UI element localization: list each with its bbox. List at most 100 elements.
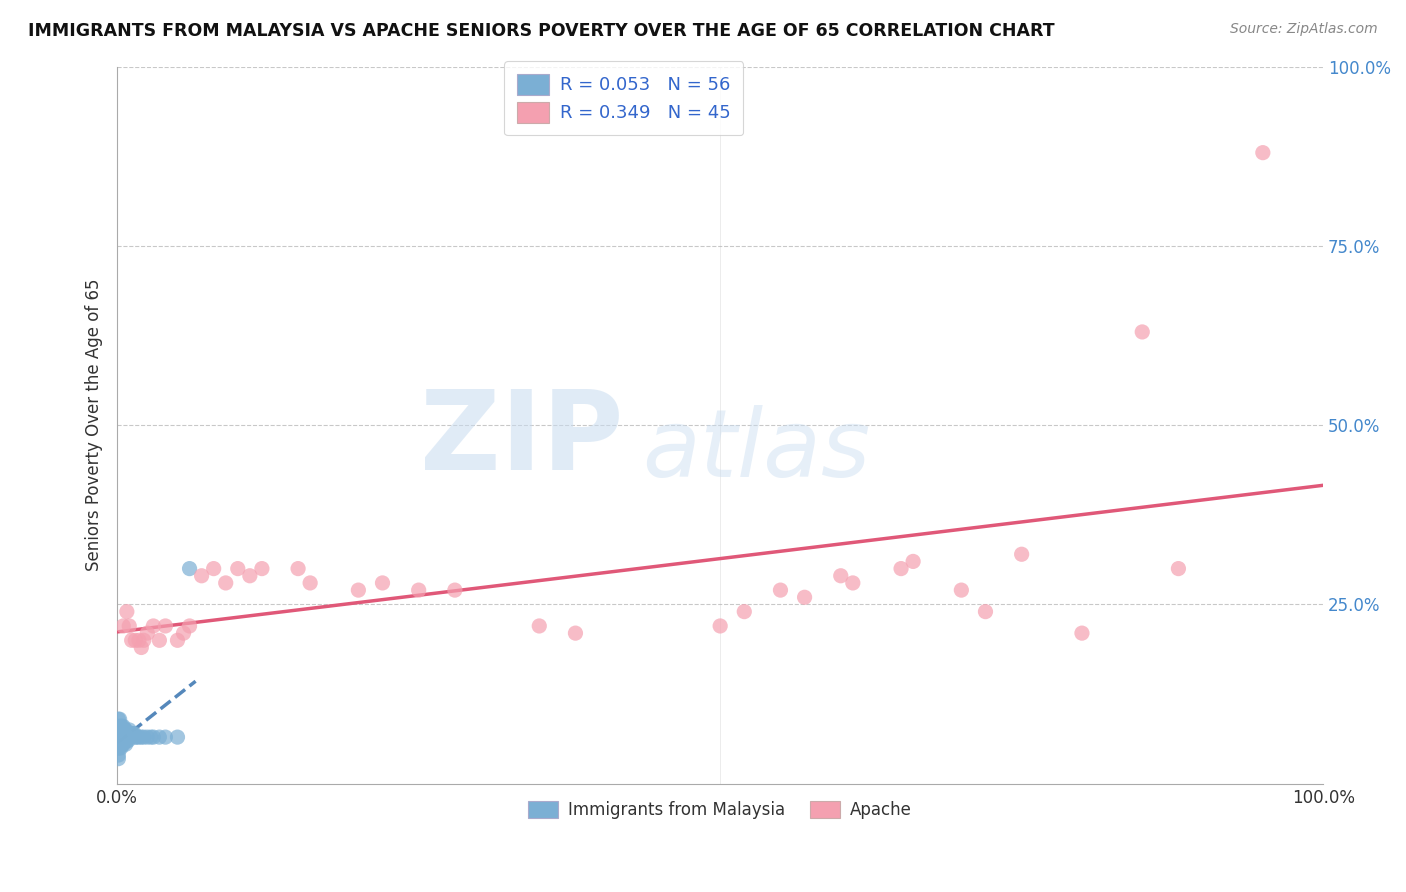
Point xyxy=(793,591,815,605)
Point xyxy=(111,733,134,747)
Point xyxy=(215,576,238,591)
Point xyxy=(111,719,134,733)
Point xyxy=(142,730,165,744)
Text: IMMIGRANTS FROM MALAYSIA VS APACHE SENIORS POVERTY OVER THE AGE OF 65 CORRELATIO: IMMIGRANTS FROM MALAYSIA VS APACHE SENIO… xyxy=(28,22,1054,40)
Point xyxy=(117,733,139,747)
Point xyxy=(299,576,322,591)
Point xyxy=(111,726,134,740)
Point xyxy=(890,561,912,575)
Point xyxy=(121,726,143,740)
Point xyxy=(287,561,309,575)
Point xyxy=(107,719,129,733)
Point xyxy=(131,730,153,744)
Y-axis label: Seniors Poverty Over the Age of 65: Seniors Poverty Over the Age of 65 xyxy=(86,279,103,572)
Point xyxy=(166,633,188,648)
Point xyxy=(107,740,129,755)
Point xyxy=(155,619,177,633)
Point xyxy=(120,730,142,744)
Point xyxy=(132,730,155,744)
Point xyxy=(112,726,135,740)
Point xyxy=(173,626,195,640)
Point xyxy=(226,561,249,575)
Point xyxy=(179,561,201,575)
Point xyxy=(769,583,792,598)
Point xyxy=(112,733,135,747)
Point xyxy=(125,730,148,744)
Point xyxy=(166,730,188,744)
Point xyxy=(179,619,201,633)
Point xyxy=(564,626,586,640)
Text: atlas: atlas xyxy=(641,405,870,496)
Point xyxy=(112,733,135,747)
Point xyxy=(136,626,159,640)
Point xyxy=(202,561,225,575)
Text: ZIP: ZIP xyxy=(420,386,624,493)
Point xyxy=(124,730,146,744)
Text: Source: ZipAtlas.com: Source: ZipAtlas.com xyxy=(1230,22,1378,37)
Point xyxy=(1130,325,1153,339)
Point xyxy=(108,712,131,726)
Point xyxy=(112,730,135,744)
Point xyxy=(110,719,132,733)
Point xyxy=(142,619,165,633)
Point xyxy=(110,723,132,737)
Point xyxy=(842,576,865,591)
Point xyxy=(118,619,141,633)
Point xyxy=(121,726,143,740)
Point xyxy=(108,730,131,744)
Point xyxy=(830,568,852,582)
Legend: Immigrants from Malaysia, Apache: Immigrants from Malaysia, Apache xyxy=(522,794,920,826)
Point xyxy=(155,730,177,744)
Point xyxy=(112,737,135,751)
Point xyxy=(250,561,273,575)
Point xyxy=(239,568,262,582)
Point xyxy=(132,633,155,648)
Point xyxy=(136,730,159,744)
Point xyxy=(108,726,131,740)
Point xyxy=(128,730,150,744)
Point xyxy=(114,730,136,744)
Point xyxy=(139,730,162,744)
Point xyxy=(107,726,129,740)
Point xyxy=(709,619,731,633)
Point xyxy=(122,726,145,740)
Point xyxy=(110,730,132,744)
Point xyxy=(190,568,212,582)
Point xyxy=(1071,626,1094,640)
Point xyxy=(950,583,973,598)
Point xyxy=(114,737,136,751)
Point xyxy=(148,730,170,744)
Point xyxy=(347,583,370,598)
Point xyxy=(107,730,129,744)
Point xyxy=(148,633,170,648)
Point xyxy=(118,723,141,737)
Point xyxy=(733,605,755,619)
Point xyxy=(974,605,997,619)
Point xyxy=(108,723,131,737)
Point xyxy=(1251,145,1274,160)
Point xyxy=(114,723,136,737)
Point xyxy=(110,740,132,755)
Point xyxy=(112,619,135,633)
Point xyxy=(371,576,394,591)
Point xyxy=(124,633,146,648)
Point xyxy=(121,633,143,648)
Point xyxy=(131,640,153,655)
Point xyxy=(117,726,139,740)
Point xyxy=(444,583,467,598)
Point xyxy=(107,747,129,762)
Point xyxy=(901,554,924,568)
Point xyxy=(108,733,131,747)
Point xyxy=(128,633,150,648)
Point xyxy=(1011,547,1033,561)
Point xyxy=(108,719,131,733)
Point xyxy=(108,740,131,755)
Point xyxy=(115,605,138,619)
Point xyxy=(112,719,135,733)
Point xyxy=(112,723,135,737)
Point xyxy=(529,619,551,633)
Point xyxy=(110,733,132,747)
Point xyxy=(111,737,134,751)
Point xyxy=(115,726,138,740)
Point xyxy=(408,583,430,598)
